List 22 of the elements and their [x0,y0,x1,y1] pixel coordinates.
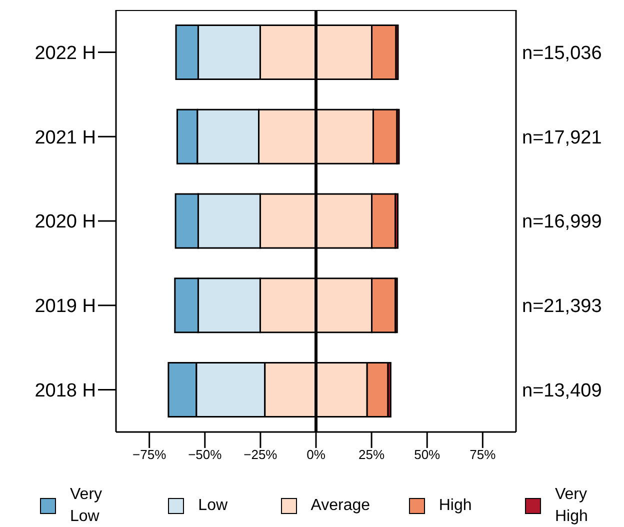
text: n=13,409 [522,380,602,402]
text: n=21,393 [522,296,602,318]
text: n=17,921 [522,127,602,148]
x-tick-label: −50% [188,447,222,462]
legend-label: Low [198,496,228,516]
y-tick-label: 2020 H [34,212,96,233]
text: n=16,999 [522,212,602,233]
legend-label: High [438,496,472,516]
text: n=15,036 [522,42,602,64]
x-tick-label: −75% [132,447,167,462]
legend-label: Average [310,496,370,516]
x-tick-label: 50% [414,447,441,462]
x-tick-label: 25% [358,447,385,462]
legend-label: Very High [554,485,589,527]
x-tick-label: −25% [244,447,278,462]
y-tick-label: 2021 H [34,127,96,148]
x-tick-label: 75% [470,447,496,462]
y-tick-label: 2022 H [34,42,96,64]
y-tick-label: 2019 H [34,296,96,318]
x-tick-label: 0% [306,447,326,462]
y-tick-label: 2018 H [34,380,96,402]
legend-label: Very Low [70,485,104,527]
